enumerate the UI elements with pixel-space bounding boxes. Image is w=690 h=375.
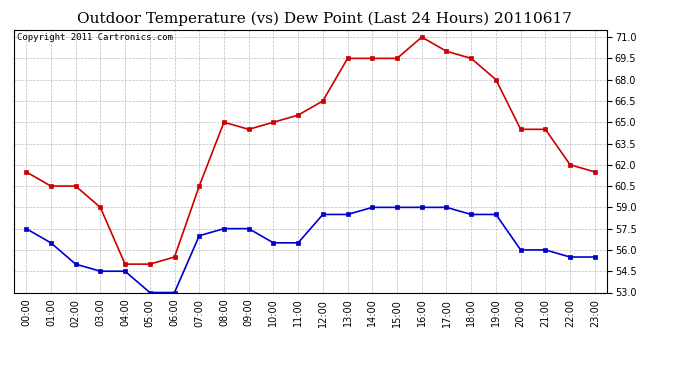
Text: Copyright 2011 Cartronics.com: Copyright 2011 Cartronics.com [17,33,172,42]
Text: Outdoor Temperature (vs) Dew Point (Last 24 Hours) 20110617: Outdoor Temperature (vs) Dew Point (Last… [77,11,572,26]
